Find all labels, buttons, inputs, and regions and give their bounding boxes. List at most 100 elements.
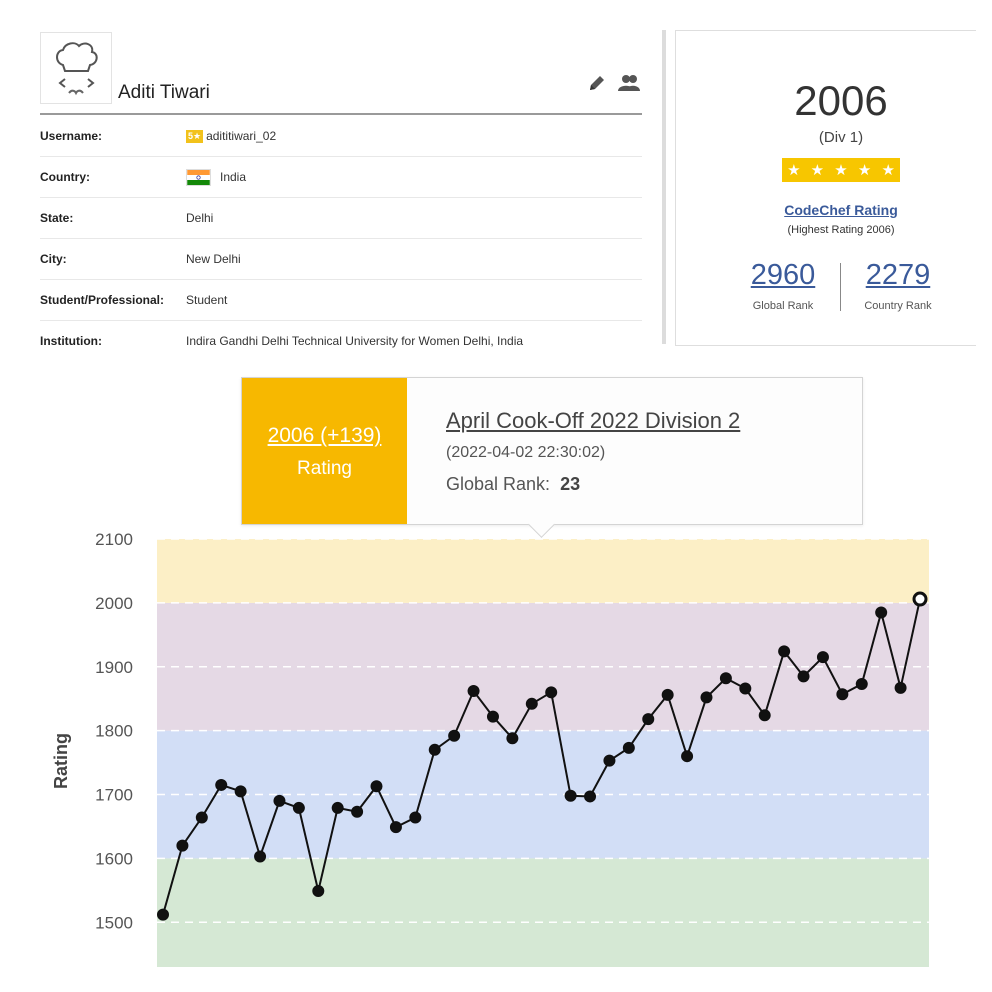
rating-point[interactable] (234, 785, 247, 798)
ranks: 2960 Global Rank 2279 Country Rank (676, 259, 992, 319)
star-icon: ★ (787, 162, 801, 179)
y-tick-label: 1800 (95, 722, 133, 741)
rating-point[interactable] (758, 709, 771, 722)
rank-value: 23 (560, 474, 581, 494)
rating-point[interactable] (700, 691, 713, 704)
rating-point[interactable] (506, 732, 519, 745)
rating-point[interactable] (603, 754, 616, 767)
country-value: India (220, 170, 247, 184)
rating-point[interactable] (331, 801, 344, 814)
rating-point[interactable] (409, 811, 422, 824)
field-label: Student/Professional: (40, 293, 165, 307)
institution-value: Indira Gandhi Delhi Technical University… (186, 334, 524, 348)
rating-point[interactable] (778, 645, 791, 658)
star-icon: ★ (834, 162, 848, 179)
tooltip-rating[interactable]: 2006 (+139) (267, 424, 382, 447)
rating-point[interactable] (467, 685, 480, 698)
rating-point[interactable] (836, 688, 849, 701)
chef-avatar-icon (56, 42, 98, 96)
rating-point-current[interactable] (912, 591, 928, 607)
rating-point[interactable] (661, 688, 674, 701)
rating-series-line (162, 598, 921, 915)
rating-card: 2006 (Div 1) ★ ★ ★ ★ ★ CodeChef Rating (… (675, 30, 976, 346)
y-tick-label: 1600 (95, 849, 133, 868)
rank-divider (840, 263, 841, 311)
rating-band (157, 539, 929, 603)
contest-global-rank: Global Rank: 23 (446, 474, 580, 495)
rating-point[interactable] (816, 651, 829, 664)
y-axis-ticks: 2100 2000 1900 1800 1700 1600 1500 (95, 530, 133, 932)
rating-point[interactable] (157, 908, 169, 921)
rating-point[interactable] (389, 821, 402, 834)
rating-point[interactable] (584, 790, 597, 803)
rating-point[interactable] (545, 686, 558, 699)
field-label: Institution: (40, 334, 102, 348)
highest-rating: (Highest Rating 2006) (787, 224, 895, 236)
rating-point[interactable] (448, 729, 461, 742)
rating-point[interactable] (215, 778, 228, 791)
country-rank-link[interactable]: 2279 (865, 259, 931, 291)
tooltip-rating-panel: 2006 (+139) Rating (242, 378, 407, 524)
star-badge: 5★ (186, 129, 204, 143)
rating-point[interactable] (351, 805, 364, 818)
y-tick-label: 1900 (95, 658, 133, 677)
rating-point[interactable] (176, 839, 189, 852)
star-icon: ★ (881, 162, 895, 179)
panel-divider (662, 30, 666, 344)
state-row: State: Delhi (40, 198, 642, 239)
y-tick-label: 1700 (95, 786, 133, 805)
profile-toolbar (588, 74, 640, 92)
star-rating: ★ ★ ★ ★ ★ (782, 158, 900, 182)
rating-point[interactable] (622, 741, 635, 754)
rating-point[interactable] (855, 678, 868, 691)
grid-lines (157, 538, 929, 924)
rating-point[interactable] (797, 670, 810, 683)
rating-point[interactable] (292, 801, 305, 814)
rating-point[interactable] (719, 672, 732, 685)
india-flag-icon (186, 168, 211, 186)
header-divider (40, 113, 642, 115)
country-rank: 2279 Country Rank (833, 259, 963, 312)
rating-band (157, 858, 929, 967)
rating-point[interactable] (312, 884, 325, 897)
global-rank: 2960 Global Rank (718, 259, 848, 312)
rating-point[interactable] (875, 606, 888, 619)
rating-point[interactable] (525, 697, 538, 710)
rank-label: Global Rank: (446, 474, 551, 494)
tooltip-rating-label: Rating (297, 458, 352, 479)
avatar (40, 32, 112, 104)
field-value: 5★ adititiwari_02 (186, 129, 276, 143)
occupation-value: Student (186, 293, 228, 307)
rating-point[interactable] (486, 710, 499, 723)
username-row: Username: 5★ adititiwari_02 (40, 116, 642, 157)
division-label: (Div 1) (818, 129, 864, 146)
rating-point[interactable] (681, 750, 694, 763)
field-label: Username: (40, 129, 103, 143)
users-icon[interactable] (618, 74, 640, 92)
y-tick-label: 1500 (95, 913, 133, 932)
rating-point[interactable] (564, 789, 577, 802)
city-value: New Delhi (186, 252, 241, 266)
rating-points (157, 591, 928, 921)
city-row: City: New Delhi (40, 239, 642, 280)
institution-row: Institution: Indira Gandhi Delhi Technic… (40, 321, 642, 361)
codechef-rating-link[interactable]: CodeChef Rating (784, 202, 898, 218)
rating-point[interactable] (195, 811, 208, 824)
rating-point[interactable] (273, 794, 286, 807)
rating-point[interactable] (642, 713, 655, 726)
country-row: Country: India (40, 157, 642, 198)
edit-pencil-icon[interactable] (588, 74, 606, 92)
country-rank-label: Country Rank (864, 300, 932, 312)
rating-point[interactable] (894, 681, 907, 694)
rating-point[interactable] (428, 743, 441, 756)
global-rank-link[interactable]: 2960 (750, 259, 816, 291)
rating-point[interactable] (739, 682, 752, 695)
rating-point[interactable] (254, 850, 267, 863)
rating-point[interactable] (370, 780, 383, 793)
contest-link[interactable]: April Cook-Off 2022 Division 2 (446, 408, 741, 433)
star-icon: ★ (810, 162, 825, 179)
field-label: City: (40, 252, 67, 266)
y-axis-label: Rating (51, 733, 71, 789)
profile-name: Aditi Tiwari (118, 82, 210, 103)
